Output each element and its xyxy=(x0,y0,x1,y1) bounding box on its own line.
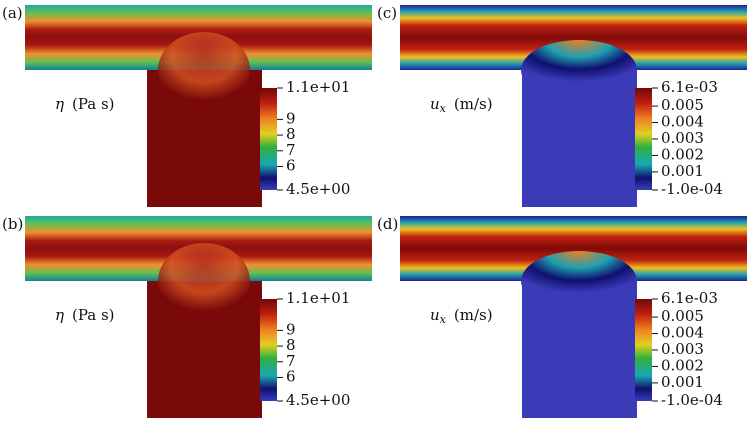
colorbar-tick-label: -1.0e-04 xyxy=(661,180,723,198)
panel-label: (d) xyxy=(377,215,398,233)
panel-label: (c) xyxy=(377,4,397,22)
colorbar-tick-label: 6.1e-03 xyxy=(661,78,718,96)
colorbar-tick-label: -1.0e-04 xyxy=(661,391,723,409)
bulb xyxy=(521,40,637,100)
colorbar-tick-label: 0.003 xyxy=(661,340,704,358)
colorbar-tick-label: 0.003 xyxy=(661,129,704,147)
colorbar-tick-label: 7 xyxy=(286,352,296,370)
colorbar-tick-label: 7 xyxy=(286,141,296,159)
colorbar-title: η (Pa s) xyxy=(55,306,115,324)
colorbar-tick-label: 9 xyxy=(286,320,296,338)
colorbar-tick-label: 4.5e+00 xyxy=(286,180,350,198)
colorbar-tick-label: 6 xyxy=(286,367,296,385)
colorbar xyxy=(260,88,277,190)
colorbar-tick-label: 1.1e+01 xyxy=(286,78,350,96)
colorbar xyxy=(260,299,277,401)
colorbar-title: ux (m/s) xyxy=(430,306,493,326)
colorbar-tick-label: 6 xyxy=(286,156,296,174)
panel: (d) ux (m/s) 6.1e-030.0050.0040.0030.0020.0… xyxy=(377,215,747,418)
panel-label: (a) xyxy=(2,4,23,22)
colorbar-tick-label: 6.1e-03 xyxy=(661,289,718,307)
colorbar-title: ux (m/s) xyxy=(430,95,493,115)
colorbar-tick-label: 9 xyxy=(286,109,296,127)
colorbar-tick-label: 0.001 xyxy=(661,162,704,180)
colorbar-tick-label: 0.004 xyxy=(661,113,704,131)
colorbar-tick-label: 0.004 xyxy=(661,324,704,342)
colorbar-tick-label: 8 xyxy=(286,125,296,143)
colorbar-tick-label: 0.002 xyxy=(661,356,704,374)
panel-label: (b) xyxy=(2,215,23,233)
colorbar xyxy=(635,88,652,190)
colorbar-tick-label: 1.1e+01 xyxy=(286,289,350,307)
panel: (c) ux (m/s) 6.1e-030.0050.0040.0030.0020.0… xyxy=(377,4,747,207)
colorbar-title: η (Pa s) xyxy=(55,95,115,113)
colorbar-tick-label: 0.001 xyxy=(661,373,704,391)
colorbar xyxy=(635,299,652,401)
colorbar-tick-label: 8 xyxy=(286,336,296,354)
colorbar-tick-label: 0.005 xyxy=(661,96,704,114)
bulb xyxy=(521,251,637,311)
bulb xyxy=(158,243,250,319)
colorbar-tick-label: 0.005 xyxy=(661,307,704,325)
colorbar-tick-label: 4.5e+00 xyxy=(286,391,350,409)
bulb xyxy=(158,32,250,108)
colorbar-tick-label: 0.002 xyxy=(661,145,704,163)
